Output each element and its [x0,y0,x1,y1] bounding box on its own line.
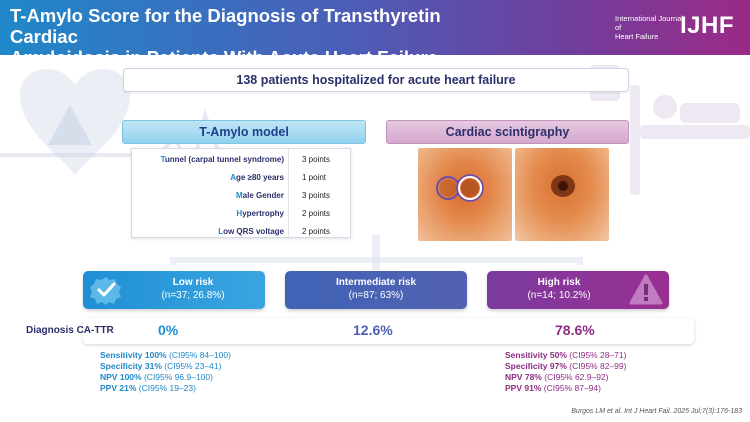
diagnosis-bar [83,318,694,344]
title-line-2: Amyloidosis in Patients With Acute Heart… [10,47,438,68]
title-line-1: T-Amylo Score for the Diagnosis of Trans… [10,5,441,47]
criterion-initial: A [230,173,237,182]
stat-line: Specificity 97% (CI95% 82–99) [505,361,626,372]
model-row: Low QRS voltage 2 points [132,222,352,240]
t-amylo-model-heading: T-Amylo model [122,120,366,144]
page-title: T-Amylo Score for the Diagnosis of Trans… [10,5,480,68]
criterion: Tunnel (carpal tunnel syndrome) [161,155,284,164]
stat-line: Sensitivity 100% (CI95% 84–100) [100,350,231,361]
stat-metric: NPV 100% [100,372,142,382]
scan-overlay-2 [551,175,575,197]
stat-metric: PPV 21% [100,383,137,393]
heart-icon [20,68,130,175]
stat-ci: (CI95% 87–94) [543,383,601,393]
scintigraphy-image-2 [515,148,609,241]
low-risk-detail: (n=37; 26.8%) [161,290,225,301]
stat-line: NPV 78% (CI95% 62.9–92) [505,372,626,383]
criterion: Hypertrophy [236,209,284,218]
stat-metric: Sensitivity 50% [505,350,567,360]
t-amylo-model-table: Tunnel (carpal tunnel syndrome) 3 points… [131,148,352,240]
warning-icon [48,105,92,145]
criterion-initial: M [235,191,243,200]
model-row: Hypertrophy 2 points [132,204,352,222]
cardiac-scintigraphy-heading: Cardiac scintigraphy [386,120,629,144]
header-banner: T-Amylo Score for the Diagnosis of Trans… [0,0,750,68]
patients-banner: 138 patients hospitalized for acute hear… [123,68,629,92]
stat-ci: (CI95% 19–23) [138,383,196,393]
journal-logo: IJHF [680,12,735,39]
citation: Burgos LM et al. Int J Heart Fail. 2025 … [571,408,742,415]
criterion-text: ge ≥80 years [236,173,284,182]
intermediate-risk-detail: (n=87; 63%) [348,290,404,301]
stat-ci: (CI95% 84–100) [169,350,231,360]
high-risk-detail: (n=14; 10.2%) [527,290,591,301]
scan-overlay-1 [436,174,484,202]
low-risk-text: Low risk (n=37; 26.8%) [125,276,261,302]
criterion-points: 2 points [302,227,331,236]
diagnosis-high-percent: 78.6% [555,322,595,338]
stat-metric: PPV 91% [505,383,542,393]
stat-line: Sensitivity 50% (CI95% 28–71) [505,350,626,361]
criterion-points: 3 points [302,155,331,164]
stat-line: Specificity 31% (CI95% 23–41) [100,361,231,372]
diagnosis-intermediate-percent: 12.6% [353,322,393,338]
stat-metric: Specificity 31% [100,361,162,371]
stat-ci: (CI95% 62.9–92) [544,372,609,382]
intermediate-risk-title: Intermediate risk [335,277,417,288]
stat-ci: (CI95% 23–41) [164,361,222,371]
diagnosis-label: Diagnosis CA-TTR [26,325,114,336]
model-row: Male Gender 3 points [132,186,352,204]
high-risk-text: High risk (n=14; 10.2%) [491,276,627,302]
stat-ci: (CI95% 28–71) [569,350,627,360]
stat-metric: Specificity 97% [505,361,567,371]
criterion-initial: L [218,227,224,236]
criterion-text: ow QRS voltage [223,227,284,236]
low-risk-title: Low risk [172,277,214,288]
stat-metric: Sensitivity 100% [100,350,167,360]
model-row: Tunnel (carpal tunnel syndrome) 3 points [132,150,352,168]
criterion-text: unnel (carpal tunnel syndrome) [164,155,284,164]
criterion: Age ≥80 years [230,173,284,182]
criterion: Low QRS voltage [218,227,284,236]
low-risk-box: Low risk (n=37; 26.8%) [83,271,265,309]
intermediate-risk-box: Intermediate risk (n=87; 63%) [285,271,467,309]
stat-line: PPV 91% (CI95% 87–94) [505,383,626,394]
criterion-points: 3 points [302,191,331,200]
stat-ci: (CI95% 96.9–100) [143,372,213,382]
stat-line: NPV 100% (CI95% 96.9–100) [100,372,231,383]
table-divider [288,149,289,239]
high-risk-box: High risk (n=14; 10.2%) [487,271,669,309]
alert-icon [629,274,663,305]
criterion-initial: T [160,155,165,164]
stat-line: PPV 21% (CI95% 19–23) [100,383,231,394]
stat-ci: (CI95% 82–99) [569,361,627,371]
journal-name-line-2: Heart Failure [615,32,659,41]
criterion-text: ypertrophy [242,209,284,218]
stat-metric: NPV 78% [505,372,542,382]
high-risk-stats: Sensitivity 50% (CI95% 28–71) Specificit… [505,350,626,394]
model-row: Age ≥80 years 1 point [132,168,352,186]
low-risk-stats: Sensitivity 100% (CI95% 84–100) Specific… [100,350,231,394]
criterion-initial: H [236,209,243,218]
criterion: Male Gender [236,191,284,200]
scintigraphy-image-1 [418,148,512,241]
journal-name-line-1: International Journal of [615,14,683,32]
criterion-points: 2 points [302,209,331,218]
diagnosis-low-percent: 0% [158,322,179,338]
high-risk-title: High risk [537,277,581,288]
check-icon [90,277,121,305]
criterion-points: 1 point [302,173,327,182]
journal-name: International Journal of Heart Failure [615,14,687,41]
criterion-text: ale Gender [242,191,284,200]
